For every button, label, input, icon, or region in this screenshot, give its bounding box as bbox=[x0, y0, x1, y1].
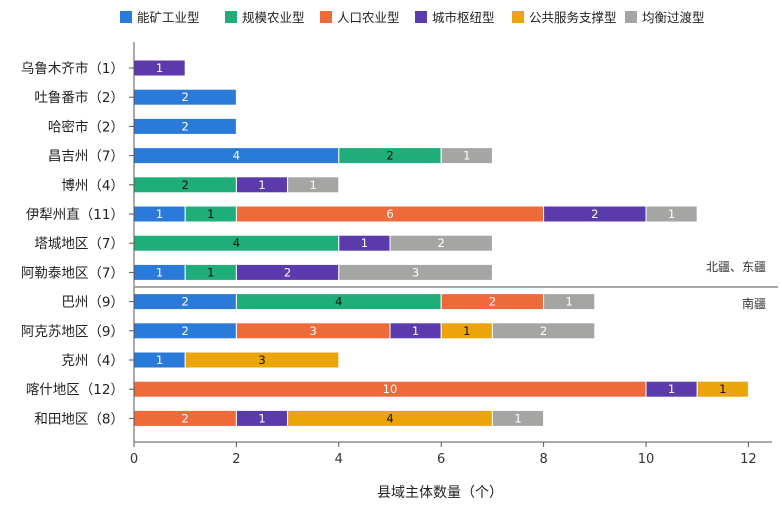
bar-value-label: 4 bbox=[233, 149, 240, 163]
category-label: 阿勒泰地区（7） bbox=[21, 265, 124, 281]
legend-label: 公共服务支撑型 bbox=[529, 10, 617, 25]
region-label-south: 南疆 bbox=[742, 296, 766, 311]
legend-label: 均衡过渡型 bbox=[642, 10, 705, 25]
category-label: 吐鲁番市（2） bbox=[34, 89, 124, 106]
bar-value-label: 1 bbox=[156, 265, 163, 279]
legend-item: 城市枢纽型 bbox=[415, 10, 495, 25]
bar-value-label: 2 bbox=[182, 119, 189, 133]
bar-value-label: 1 bbox=[258, 411, 265, 425]
legend-swatch bbox=[625, 11, 637, 23]
category-label: 喀什地区（12） bbox=[26, 382, 124, 398]
category-label: 伊犁州直（11） bbox=[26, 207, 124, 223]
x-tick-label: 10 bbox=[638, 452, 655, 467]
bar-value-label: 2 bbox=[182, 324, 189, 338]
legend-swatch bbox=[225, 11, 237, 23]
legend-label: 能矿工业型 bbox=[137, 10, 200, 25]
x-tick-label: 12 bbox=[740, 452, 757, 467]
bar-segment bbox=[338, 263, 493, 281]
bar-value-label: 1 bbox=[668, 207, 675, 221]
bar-value-label: 2 bbox=[182, 90, 189, 104]
bar-value-label: 1 bbox=[412, 324, 419, 338]
x-tick-label: 6 bbox=[437, 452, 445, 467]
axes: 0 2 4 6 8 10 12乌鲁木齐市（1）吐鲁番市（2）哈密市（2）昌吉州（7）博州（4… bbox=[21, 42, 778, 467]
bar-value-label: 1 bbox=[668, 382, 675, 396]
region-label-north-east: 北疆、东疆 bbox=[706, 260, 766, 274]
bar-value-label: 3 bbox=[412, 265, 419, 279]
bar-value-label: 6 bbox=[386, 207, 393, 221]
bar-value-label: 2 bbox=[284, 265, 291, 279]
bar-value-label: 10 bbox=[383, 382, 398, 396]
bar-value-label: 1 bbox=[361, 236, 368, 250]
bar-value-label: 4 bbox=[233, 236, 240, 250]
x-tick-label: 8 bbox=[539, 452, 547, 467]
legend-label: 规模农业型 bbox=[242, 10, 305, 25]
bar-segment bbox=[440, 147, 493, 165]
category-label: 博州（4） bbox=[61, 177, 124, 194]
category-label: 昌吉州（7） bbox=[48, 149, 124, 165]
legend-swatch bbox=[415, 11, 427, 23]
bar-value-label: 1 bbox=[156, 207, 163, 221]
bar-segment bbox=[389, 234, 493, 252]
legend: 能矿工业型 规模农业型 人口农业型 城市枢纽型 公共服务支撑型 均衡过渡型 bbox=[120, 10, 705, 25]
bar-value-label: 2 bbox=[386, 149, 393, 163]
category-label: 巴州（9） bbox=[61, 295, 124, 311]
x-tick-label: 2 bbox=[232, 452, 240, 467]
legend-swatch bbox=[512, 11, 524, 23]
x-axis-title: 县域主体数量（个） bbox=[377, 485, 503, 501]
plot-area: 1 2 2 4 2 1 2 1 1 1 1 6 2 1 4 1 2 1 1 2 3 2 4 2 1 2 3 1 1 2 1 3 10 1 1 2 1 4 1 bbox=[133, 59, 749, 427]
bar-value-label: 1 bbox=[463, 149, 470, 163]
bar-segment bbox=[543, 293, 596, 311]
bar-value-label: 1 bbox=[156, 353, 163, 367]
legend-swatch bbox=[320, 11, 332, 23]
bar-value-label: 1 bbox=[207, 265, 214, 279]
bar-value-label: 2 bbox=[182, 295, 189, 309]
bar-value-label: 3 bbox=[310, 324, 317, 338]
category-label: 和田地区（8） bbox=[34, 411, 124, 427]
category-label: 乌鲁木齐市（1） bbox=[21, 60, 124, 77]
bar-value-label: 4 bbox=[335, 295, 342, 309]
category-label: 阿克苏地区（9） bbox=[21, 324, 124, 340]
legend-label: 城市枢纽型 bbox=[432, 10, 495, 25]
bar-value-label: 2 bbox=[489, 295, 496, 309]
bar-segment bbox=[287, 176, 340, 194]
category-label: 哈密市（2） bbox=[48, 118, 124, 135]
legend-label: 人口农业型 bbox=[337, 10, 400, 25]
bar-value-label: 2 bbox=[182, 178, 189, 192]
bar-value-label: 1 bbox=[207, 207, 214, 221]
bar-value-label: 1 bbox=[566, 295, 573, 309]
legend-item: 能矿工业型 bbox=[120, 10, 200, 25]
bar-value-label: 1 bbox=[310, 178, 317, 192]
bar-value-label: 1 bbox=[719, 382, 726, 396]
legend-item: 均衡过渡型 bbox=[625, 10, 705, 25]
bar-segment bbox=[184, 351, 340, 369]
bar-segment bbox=[645, 205, 698, 223]
bar-value-label: 2 bbox=[438, 236, 445, 250]
x-tick-label: 0 bbox=[130, 452, 138, 467]
x-tick-label: 4 bbox=[335, 452, 343, 467]
legend-item: 公共服务支撑型 bbox=[512, 10, 617, 25]
bar-segment bbox=[696, 380, 749, 398]
category-label: 塔城地区（7） bbox=[34, 236, 124, 252]
category-label: 克州（4） bbox=[61, 353, 124, 369]
bar-value-label: 1 bbox=[156, 61, 163, 75]
legend-item: 规模农业型 bbox=[225, 10, 305, 25]
bar-value-label: 1 bbox=[258, 178, 265, 192]
bar-value-label: 2 bbox=[540, 324, 547, 338]
bar-value-label: 1 bbox=[514, 411, 521, 425]
bar-segment bbox=[491, 409, 545, 427]
bar-value-label: 2 bbox=[591, 207, 598, 221]
legend-item: 人口农业型 bbox=[320, 10, 400, 25]
bar-value-label: 4 bbox=[386, 411, 393, 425]
bar-value-label: 2 bbox=[182, 411, 189, 425]
bar-value-label: 3 bbox=[258, 353, 265, 367]
legend-swatch bbox=[120, 11, 132, 23]
bar-segment bbox=[491, 322, 596, 340]
bar-value-label: 1 bbox=[463, 324, 470, 338]
